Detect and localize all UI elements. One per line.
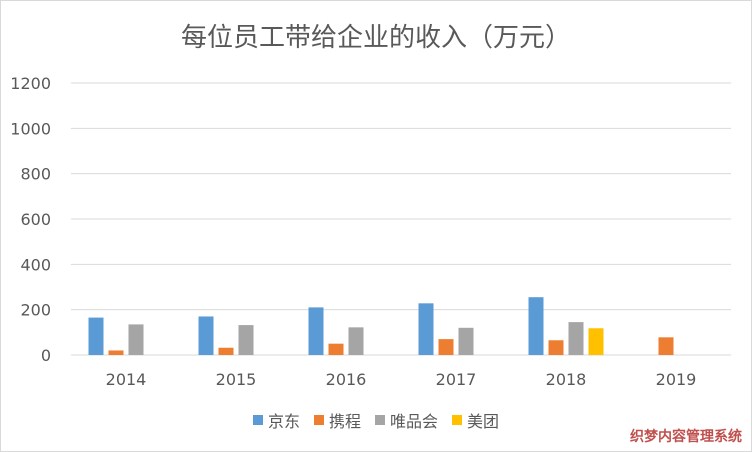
bar-唯品会-2018 xyxy=(568,322,584,355)
y-tick-label: 0 xyxy=(41,346,51,365)
chart-title: 每位员工带给企业的收入（万元） xyxy=(180,23,571,53)
bar-京东-2018 xyxy=(528,297,544,355)
watermark-text: 织梦内容管理系统 xyxy=(627,425,745,447)
bar-京东-2015 xyxy=(198,316,214,355)
legend-label: 美团 xyxy=(467,412,500,431)
legend-item: 唯品会 xyxy=(375,408,438,432)
y-tick-label: 1000 xyxy=(10,119,51,138)
legend: 京东 携程 唯品会 美团 xyxy=(1,408,751,432)
legend-item: 京东 xyxy=(252,408,300,432)
y-tick-label: 800 xyxy=(20,165,51,184)
bar-携程-2017 xyxy=(438,339,454,355)
bar-携程-2015 xyxy=(218,347,234,355)
y-tick-label: 200 xyxy=(20,301,51,320)
y-tick-label: 400 xyxy=(20,255,51,274)
bar-唯品会-2014 xyxy=(128,324,144,355)
bar-携程-2019 xyxy=(658,337,674,355)
bar-京东-2014 xyxy=(88,317,104,355)
y-tick-label: 600 xyxy=(20,210,51,229)
bar-携程-2018 xyxy=(548,340,564,355)
legend-label: 携程 xyxy=(328,412,361,431)
legend-item: 美团 xyxy=(452,408,499,432)
legend-swatch xyxy=(452,415,463,425)
y-tick-label: 1200 xyxy=(10,74,51,93)
x-tick-label: 2015 xyxy=(216,370,257,389)
legend-label: 唯品会 xyxy=(390,412,439,431)
bar-唯品会-2016 xyxy=(348,327,364,355)
x-tick-label: 2014 xyxy=(106,370,147,389)
bar-京东-2017 xyxy=(418,303,434,355)
legend-label: 京东 xyxy=(267,412,300,431)
legend-item: 携程 xyxy=(313,408,361,432)
x-tick-label: 2016 xyxy=(326,370,367,389)
bar-携程-2016 xyxy=(328,343,344,355)
bar-京东-2016 xyxy=(308,307,324,355)
x-tick-label: 2017 xyxy=(436,370,477,389)
bar-唯品会-2015 xyxy=(238,325,254,355)
x-tick-label: 2018 xyxy=(546,370,587,389)
legend-swatch xyxy=(252,415,263,425)
bar-美团-2018 xyxy=(588,328,604,355)
x-tick-label: 2019 xyxy=(656,370,697,389)
legend-swatch xyxy=(313,415,324,425)
bar-唯品会-2017 xyxy=(458,327,474,355)
legend-swatch xyxy=(375,415,385,425)
bar-携程-2014 xyxy=(108,350,124,355)
